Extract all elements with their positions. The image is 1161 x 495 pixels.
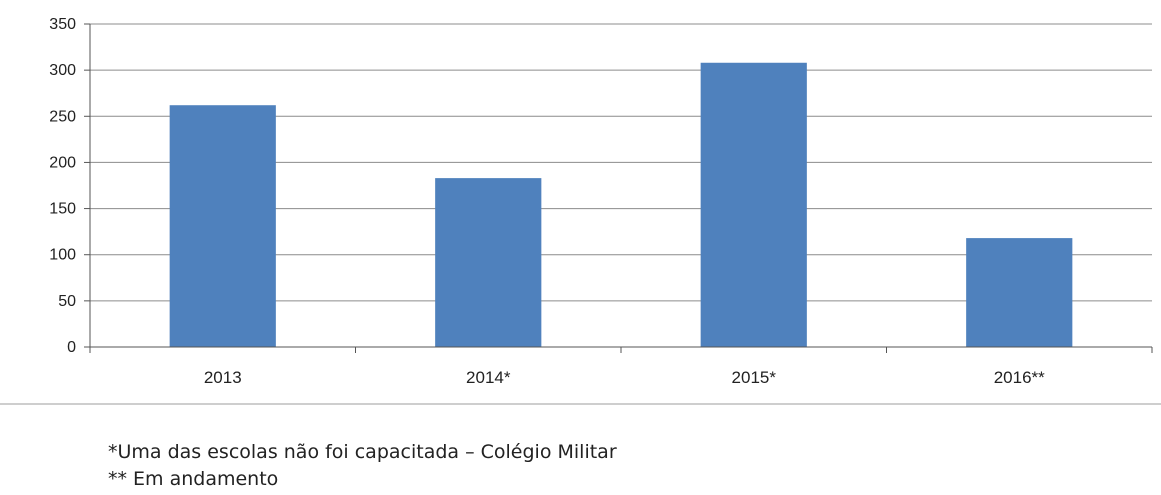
- y-tick-label-300: 300: [49, 62, 76, 79]
- axes: [84, 23, 1153, 353]
- axis-labels: 0 50 100 150 200 250 300 350 2013 2014* 2015* 2016*…: [49, 16, 1045, 387]
- y-tick-label-150: 150: [49, 201, 76, 218]
- x-tick-label-2014: 2014*: [466, 368, 511, 387]
- bars: [169, 62, 1073, 347]
- y-tick-label-0: 0: [67, 339, 76, 356]
- y-tick-label-200: 200: [49, 154, 76, 171]
- bar-2015: [700, 62, 807, 347]
- y-tick-label-50: 50: [58, 293, 76, 310]
- y-tick-label-250: 250: [49, 108, 76, 125]
- bar-2014: [435, 178, 542, 347]
- x-tick-label-2015: 2015*: [732, 368, 777, 387]
- bar-2016: [966, 238, 1073, 347]
- bar-2013: [169, 105, 276, 347]
- x-tick-label-2013: 2013: [204, 368, 242, 387]
- y-tick-label-350: 350: [49, 16, 76, 33]
- x-tick-label-2016: 2016**: [994, 368, 1045, 387]
- bar-chart: 0 50 100 150 200 250 300 350 2013 2014* 2015* 2016*…: [0, 16, 1161, 405]
- y-tick-label-100: 100: [49, 247, 76, 264]
- footnote-school-not-trained: *Uma das escolas não foi capacitada – Co…: [108, 441, 617, 463]
- footnote-in-progress: ** Em andamento: [108, 468, 279, 490]
